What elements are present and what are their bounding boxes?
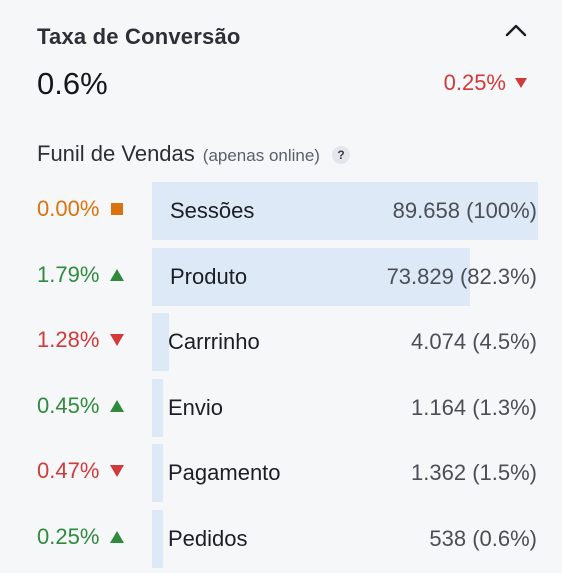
help-icon[interactable]: ? — [332, 146, 350, 164]
funnel-row-label: Pagamento — [168, 442, 281, 504]
funnel-row-label: Envio — [168, 377, 223, 439]
collapse-button[interactable] — [496, 10, 536, 50]
funnel-row: 1.28% Carrrinho 4.074 (4.5%) — [0, 311, 562, 377]
funnel-row-bar — [152, 379, 163, 437]
conversion-rate-value: 0.6% — [37, 66, 108, 102]
funnel-row-value: 1.164 (1.3%) — [411, 377, 537, 439]
funnel-row-value: 89.658 (100%) — [393, 180, 537, 242]
triangle-down-icon — [514, 77, 528, 89]
chevron-up-icon — [505, 23, 527, 37]
funnel-row-value: 4.074 (4.5%) — [411, 311, 537, 373]
funnel-row-value: 1.362 (1.5%) — [411, 442, 537, 504]
funnel-row: 0.47% Pagamento 1.362 (1.5%) — [0, 442, 562, 508]
funnel-row-value: 73.829 (82.3%) — [387, 246, 537, 308]
conversion-change: 0.25% — [444, 70, 528, 96]
funnel-row-delta: 0.25% — [37, 508, 125, 566]
funnel-row-delta-value: 1.79% — [37, 262, 99, 288]
funnel-row-delta-value: 1.28% — [37, 327, 99, 353]
funnel-row: 1.79% Produto 73.829 (82.3%) — [0, 246, 562, 312]
funnel-row: 0.00% Sessões 89.658 (100%) — [0, 180, 562, 246]
triangle-up-icon — [109, 530, 125, 544]
funnel-row-bar — [152, 510, 163, 568]
triangle-down-icon — [109, 464, 125, 478]
funnel-row-delta: 1.28% — [37, 311, 125, 369]
conversion-change-value: 0.25% — [444, 70, 506, 96]
funnel-rows: 0.00% Sessões 89.658 (100%) 1.79% Produto 73.… — [0, 180, 562, 573]
funnel-row-delta-value: 0.25% — [37, 524, 99, 550]
funnel-row: 0.25% Pedidos 538 (0.6%) — [0, 508, 562, 573]
funnel-row-label: Carrrinho — [168, 311, 260, 373]
card-title: Taxa de Conversão — [37, 24, 241, 50]
funnel-row-label: Pedidos — [168, 508, 248, 570]
funnel-row-delta-value: 0.00% — [37, 196, 99, 222]
funnel-row-delta-value: 0.47% — [37, 458, 99, 484]
funnel-row: 0.45% Envio 1.164 (1.3%) — [0, 377, 562, 443]
funnel-row-delta: 0.47% — [37, 442, 125, 500]
triangle-down-icon — [109, 333, 125, 347]
funnel-row-label: Sessões — [170, 180, 254, 242]
funnel-row-label: Produto — [170, 246, 247, 308]
funnel-row-bar — [152, 313, 169, 371]
funnel-row-delta-value: 0.45% — [37, 393, 99, 419]
funnel-title: Funil de Vendas — [37, 141, 195, 167]
triangle-up-icon — [109, 399, 125, 413]
funnel-subtitle: (apenas online) — [203, 146, 320, 166]
funnel-row-value: 538 (0.6%) — [429, 508, 537, 570]
square-icon — [109, 202, 125, 216]
funnel-row-delta: 0.45% — [37, 377, 125, 435]
triangle-up-icon — [109, 268, 125, 282]
funnel-row-bar — [152, 444, 163, 502]
funnel-row-delta: 1.79% — [37, 246, 125, 304]
funnel-row-delta: 0.00% — [37, 180, 125, 238]
funnel-header: Funil de Vendas (apenas online) ? — [37, 141, 350, 167]
